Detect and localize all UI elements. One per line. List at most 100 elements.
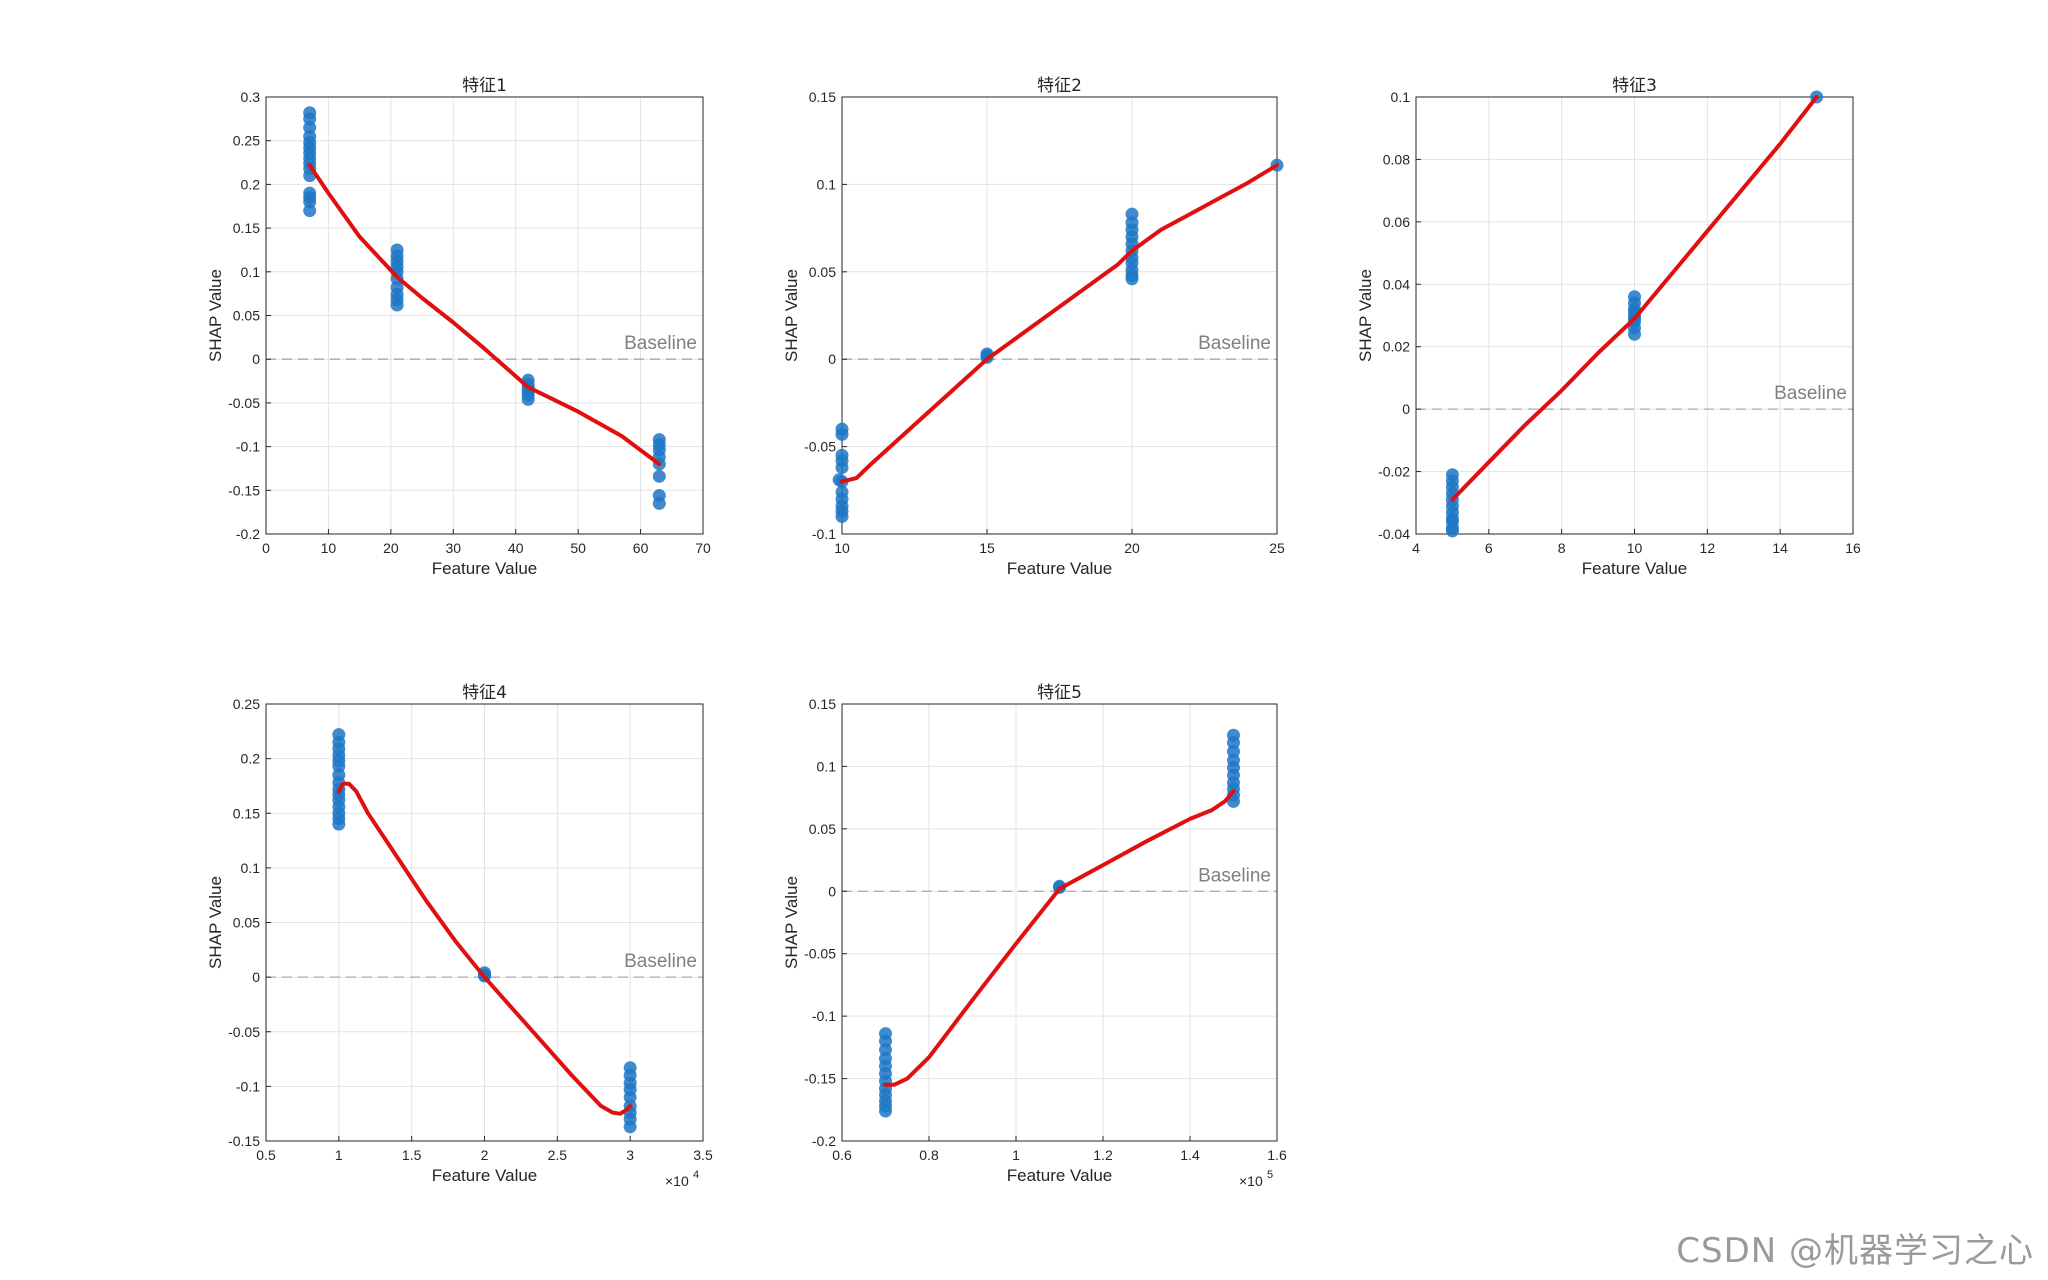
y-axis-label: SHAP Value <box>782 876 801 969</box>
x-tick-label: 14 <box>1772 540 1788 556</box>
y-tick-label: -0.2 <box>236 526 260 542</box>
x-tick-label: 30 <box>445 540 461 556</box>
y-tick-label: -0.1 <box>236 439 260 455</box>
y-tick-label: 0.05 <box>233 915 260 931</box>
y-tick-label: 0.1 <box>241 264 261 280</box>
y-tick-label: 0.3 <box>241 89 261 105</box>
y-tick-label: -0.2 <box>812 1133 836 1149</box>
x-tick-label: 0 <box>262 540 270 556</box>
y-axis-label: SHAP Value <box>782 269 801 362</box>
x-axis-label: Feature Value <box>1582 559 1688 578</box>
data-point <box>835 427 849 441</box>
y-tick-label: -0.02 <box>1378 464 1410 480</box>
x-tick-label: 25 <box>1269 540 1285 556</box>
x-tick-label: 2 <box>481 1147 489 1163</box>
y-axis-label: SHAP Value <box>206 269 225 362</box>
x-tick-label: 2.5 <box>548 1147 568 1163</box>
chart-panel-4: Baseline 0.5 1 1.5 2 2.5 3 3.5 -0.15 -0.1 -0.05 0 0.… <box>206 683 713 1189</box>
y-tick-label: -0.1 <box>812 526 836 542</box>
y-tick-label: 0.15 <box>809 89 836 105</box>
x-tick-label: 8 <box>1558 540 1566 556</box>
x-axis-label: Feature Value <box>432 1166 538 1185</box>
y-tick-label: 0 <box>828 351 836 367</box>
chart-title: 特征5 <box>1037 683 1082 703</box>
x-tick-label: 1 <box>335 1147 343 1163</box>
chart-title: 特征4 <box>462 683 507 703</box>
x-tick-label: 3.5 <box>693 1147 713 1163</box>
axes-frame <box>841 703 1278 1142</box>
data-point <box>835 510 849 524</box>
x-tick-label: 1 <box>1012 1147 1020 1163</box>
data-point <box>390 298 404 312</box>
x-axis-label: Feature Value <box>1007 1166 1113 1185</box>
baseline-label: Baseline <box>1198 865 1271 886</box>
x-tick-label: 15 <box>979 540 995 556</box>
y-tick-label: 0.1 <box>1391 89 1411 105</box>
x-tick-label: 16 <box>1845 540 1861 556</box>
chart-title: 特征1 <box>462 76 507 96</box>
y-tick-label: -0.1 <box>236 1078 260 1094</box>
data-point <box>835 461 849 475</box>
fit-curve <box>840 163 1279 484</box>
y-tick-label: 0 <box>1402 401 1410 417</box>
axes-frame <box>841 96 1278 535</box>
baseline-label: Baseline <box>624 951 697 972</box>
data-point <box>521 392 535 406</box>
y-tick-label: 0.25 <box>233 133 260 149</box>
y-tick-label: -0.05 <box>804 946 836 962</box>
data-point <box>1445 524 1459 538</box>
data-point <box>652 469 666 483</box>
baseline-label: Baseline <box>1198 333 1271 354</box>
y-tick-label: 0.02 <box>1383 339 1410 355</box>
fit-curve <box>883 789 1236 1087</box>
data-point <box>1053 879 1066 893</box>
y-tick-label: 0.08 <box>1383 151 1410 167</box>
x-tick-label: 6 <box>1485 540 1493 556</box>
x-tick-label: 20 <box>1124 540 1140 556</box>
y-tick-label: 0.15 <box>233 805 260 821</box>
data-point <box>652 496 666 510</box>
data-point <box>332 817 346 831</box>
x-tick-label: 4 <box>1412 540 1420 556</box>
y-tick-label: -0.05 <box>228 1024 260 1040</box>
x-axis-label: Feature Value <box>1007 559 1113 578</box>
y-tick-label: 0.25 <box>233 696 260 712</box>
y-tick-label: 0.1 <box>817 176 837 192</box>
baseline-label: Baseline <box>624 333 697 354</box>
baseline-label: Baseline <box>1774 383 1847 404</box>
y-tick-label: 0.05 <box>809 821 836 837</box>
y-tick-label: 0 <box>252 969 260 985</box>
x-tick-label: 10 <box>834 540 850 556</box>
chart-panel-5: Baseline 0.6 0.8 1 1.2 1.4 1.6 -0.2 -0.15 -0.1 -0.… <box>782 683 1287 1189</box>
x-tick-label: 20 <box>383 540 399 556</box>
data-point <box>1125 272 1139 286</box>
chart-panel-2: Baseline 10 15 20 25 -0.1 -0.05 0 0.05 0.1 0.15 特征2… <box>782 76 1285 578</box>
y-tick-label: -0.15 <box>228 1133 260 1149</box>
x-tick-label: 12 <box>1700 540 1716 556</box>
y-tick-label: 0.2 <box>241 751 261 767</box>
fit-curve <box>1450 95 1819 502</box>
y-tick-label: 0.2 <box>241 176 261 192</box>
x-tick-label: 70 <box>695 540 711 556</box>
chart-panel-1: Baseline 0 10 20 30 40 50 60 70 -0.2 -0.15 -0.1 -0.0… <box>206 76 711 578</box>
x-tick-label: 0.5 <box>256 1147 276 1163</box>
y-tick-label: 0.05 <box>233 308 260 324</box>
y-tick-label: 0.1 <box>241 860 261 876</box>
data-point <box>879 1104 892 1118</box>
y-tick-label: 0.15 <box>809 696 836 712</box>
data-point <box>303 204 317 218</box>
y-tick-label: 0.15 <box>233 220 260 236</box>
y-tick-label: -0.15 <box>804 1071 836 1087</box>
x-tick-label: 0.8 <box>919 1147 939 1163</box>
x-tick-label: 10 <box>1627 540 1643 556</box>
x-axis-label: Feature Value <box>432 559 538 578</box>
x-tick-label: 60 <box>633 540 649 556</box>
y-tick-label: -0.05 <box>228 395 260 411</box>
y-tick-label: 0.1 <box>817 758 837 774</box>
plot-area <box>842 704 1277 1141</box>
x-tick-label: 1.4 <box>1180 1147 1200 1163</box>
y-tick-label: 0.06 <box>1383 214 1410 230</box>
y-axis-label: SHAP Value <box>206 876 225 969</box>
x-exponent-label: ×10 <box>1239 1173 1263 1189</box>
data-point <box>623 1120 637 1134</box>
